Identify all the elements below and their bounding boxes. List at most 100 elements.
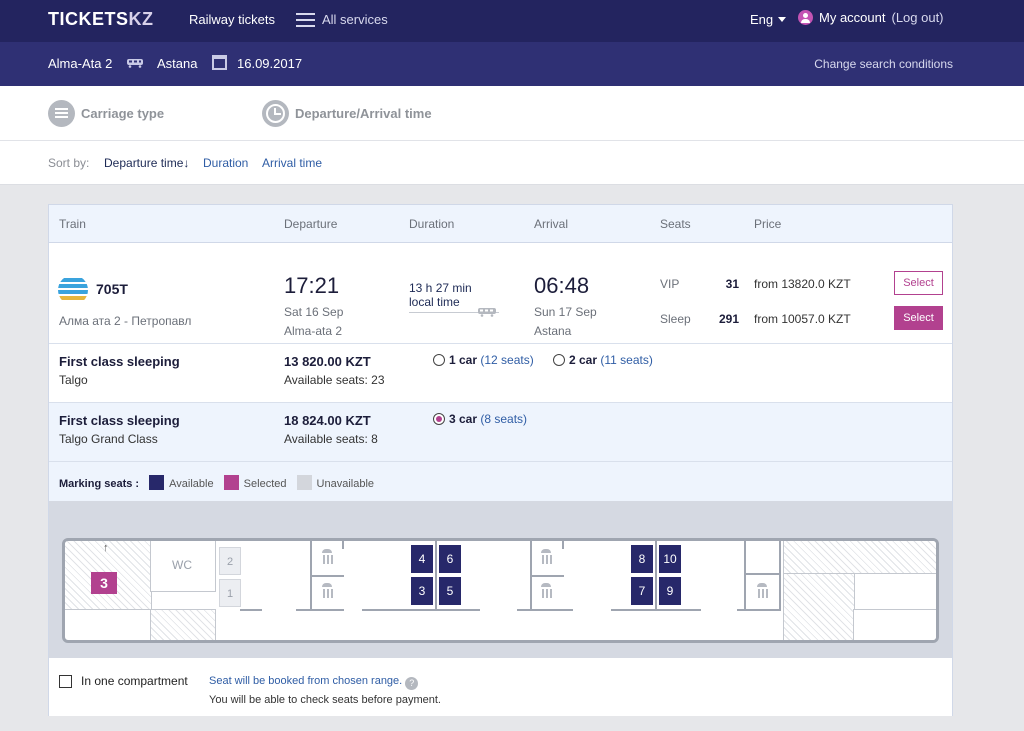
shower-icon: [537, 583, 555, 601]
legend-title: Marking seats :: [59, 478, 140, 490]
train-icon: [127, 59, 143, 68]
carriage-option-selected: First class sleeping Talgo Grand Class 1…: [49, 402, 952, 461]
sort-departure[interactable]: Departure time↓: [104, 156, 190, 170]
col-seats: Seats: [660, 217, 691, 231]
car-end-area: [783, 541, 936, 574]
seat[interactable]: 5: [439, 577, 461, 605]
arrival-date: Sun 17 Sep: [534, 305, 597, 319]
carriage-type-filter[interactable]: Carriage type: [48, 100, 164, 127]
shower-icon: [753, 583, 771, 601]
car-seats: (11 seats): [600, 353, 653, 367]
seat: 1: [219, 579, 241, 607]
carriage-type-label: Carriage type: [81, 106, 165, 121]
one-compartment-label[interactable]: In one compartment: [81, 674, 188, 688]
wagon-layout: ↑ 3 WC 2 1 4 6 3 5: [62, 538, 939, 643]
seat[interactable]: 8: [631, 545, 653, 573]
carriage-available: Available seats: 8: [284, 432, 378, 446]
radio-button[interactable]: [433, 354, 445, 366]
clock-icon: [262, 100, 289, 127]
car-label: 2 car: [569, 353, 598, 367]
seat-legend: Marking seats : Available Selected Unava…: [49, 461, 952, 501]
seat: 2: [219, 547, 241, 575]
class-name-vip: VIP: [660, 277, 680, 291]
legend-available-swatch: [149, 475, 165, 490]
car-option-1[interactable]: 1 car (12 seats): [433, 353, 534, 367]
sort-duration[interactable]: Duration: [203, 156, 249, 170]
car-seats: (8 seats): [480, 412, 528, 426]
wall: [737, 609, 781, 611]
sort-bar: Sort by: Departure time↓ Duration Arriva…: [0, 141, 1024, 185]
range-note-text: Seat will be booked from chosen range.: [209, 675, 403, 687]
one-compartment-checkbox[interactable]: [59, 675, 72, 691]
seat[interactable]: 6: [439, 545, 461, 573]
time-filter-label: Departure/Arrival time: [295, 106, 432, 121]
wc-room: WC: [150, 541, 216, 592]
help-icon[interactable]: ?: [405, 677, 419, 690]
time-filter[interactable]: Departure/Arrival time: [262, 100, 432, 127]
wall: [562, 541, 564, 549]
seat-options-footer: In one compartment Seat will be booked f…: [49, 659, 952, 716]
logout-link[interactable]: (Log out): [891, 10, 944, 25]
select-sleep-button[interactable]: Select: [894, 306, 943, 330]
col-duration: Duration: [409, 217, 455, 231]
seat[interactable]: 10: [659, 545, 681, 573]
carriage-title: First class sleeping: [59, 413, 180, 428]
checkbox[interactable]: [59, 675, 72, 688]
route-bar: Alma-Ata 2 Astana 16.09.2017 Change sear…: [0, 42, 1024, 86]
site-logo[interactable]: TICKETSKZ: [48, 9, 154, 29]
wall: [655, 541, 657, 611]
sort-label: Sort by:: [48, 156, 90, 170]
seat[interactable]: 9: [659, 577, 681, 605]
route-date: 16.09.2017: [237, 56, 303, 71]
all-services-menu[interactable]: All services: [296, 12, 388, 27]
select-vip-button[interactable]: Select: [894, 271, 943, 295]
arrow-up-icon: ↑: [103, 542, 109, 554]
radio-button[interactable]: [553, 354, 565, 366]
legend-unavailable-swatch: [296, 475, 312, 490]
car-option-3[interactable]: 3 car (8 seats): [433, 412, 527, 426]
train-route: Алма ата 2 - Петропавл: [59, 314, 192, 328]
car-end-room: [853, 609, 936, 640]
class-name-sleep: Sleep: [660, 312, 691, 326]
wall: [296, 609, 344, 611]
shower-icon: [318, 549, 336, 567]
legend-available: Available: [169, 478, 214, 490]
calendar-icon: [212, 55, 227, 70]
filter-bar: Carriage type Departure/Arrival time: [0, 86, 1024, 141]
carriage-price: 13 820.00 KZT: [284, 354, 371, 369]
my-account-link[interactable]: My account: [819, 10, 886, 25]
car-option-2[interactable]: 2 car (11 seats): [553, 353, 653, 367]
user-icon: [798, 10, 813, 25]
payment-note: You will be able to check seats before p…: [209, 694, 441, 706]
carriage-price: 18 824.00 KZT: [284, 413, 371, 428]
arrival-time: 06:48: [534, 273, 590, 298]
col-train: Train: [59, 217, 86, 231]
car-number-badge: 3: [91, 572, 117, 594]
car-end-area: [783, 573, 855, 640]
departure-station: Alma-ata 2: [284, 324, 343, 338]
seat[interactable]: 7: [631, 577, 653, 605]
wall-block: [150, 609, 216, 640]
wall: [744, 573, 780, 575]
class-count-sleep: 291: [718, 312, 739, 326]
col-arrival: Arrival: [534, 217, 569, 231]
shower-icon: [537, 549, 555, 567]
railway-tickets-link[interactable]: Railway tickets: [189, 12, 275, 27]
sort-arrival[interactable]: Arrival time: [262, 156, 323, 170]
carriage-option: First class sleeping Talgo 13 820.00 KZT…: [49, 343, 952, 402]
wall: [744, 541, 746, 611]
seat[interactable]: 4: [411, 545, 433, 573]
class-count-vip: 31: [725, 277, 739, 291]
route-from: Alma-Ata 2: [48, 56, 113, 71]
class-price-vip: from 13820.0 KZT: [754, 277, 851, 291]
top-navbar: TICKETSKZ Railway tickets All services E…: [0, 0, 1024, 42]
shower-icon: [318, 583, 336, 601]
change-search-link[interactable]: Change search conditions: [814, 57, 953, 71]
legend-row: Marking seats : Available Selected Unava…: [59, 475, 374, 490]
legend-unavailable: Unavailable: [316, 478, 375, 490]
language-select[interactable]: Eng: [750, 12, 787, 27]
wc-label: WC: [172, 558, 192, 572]
carriage-title: First class sleeping: [59, 354, 180, 369]
seat[interactable]: 3: [411, 577, 433, 605]
radio-button-selected[interactable]: [433, 413, 445, 425]
